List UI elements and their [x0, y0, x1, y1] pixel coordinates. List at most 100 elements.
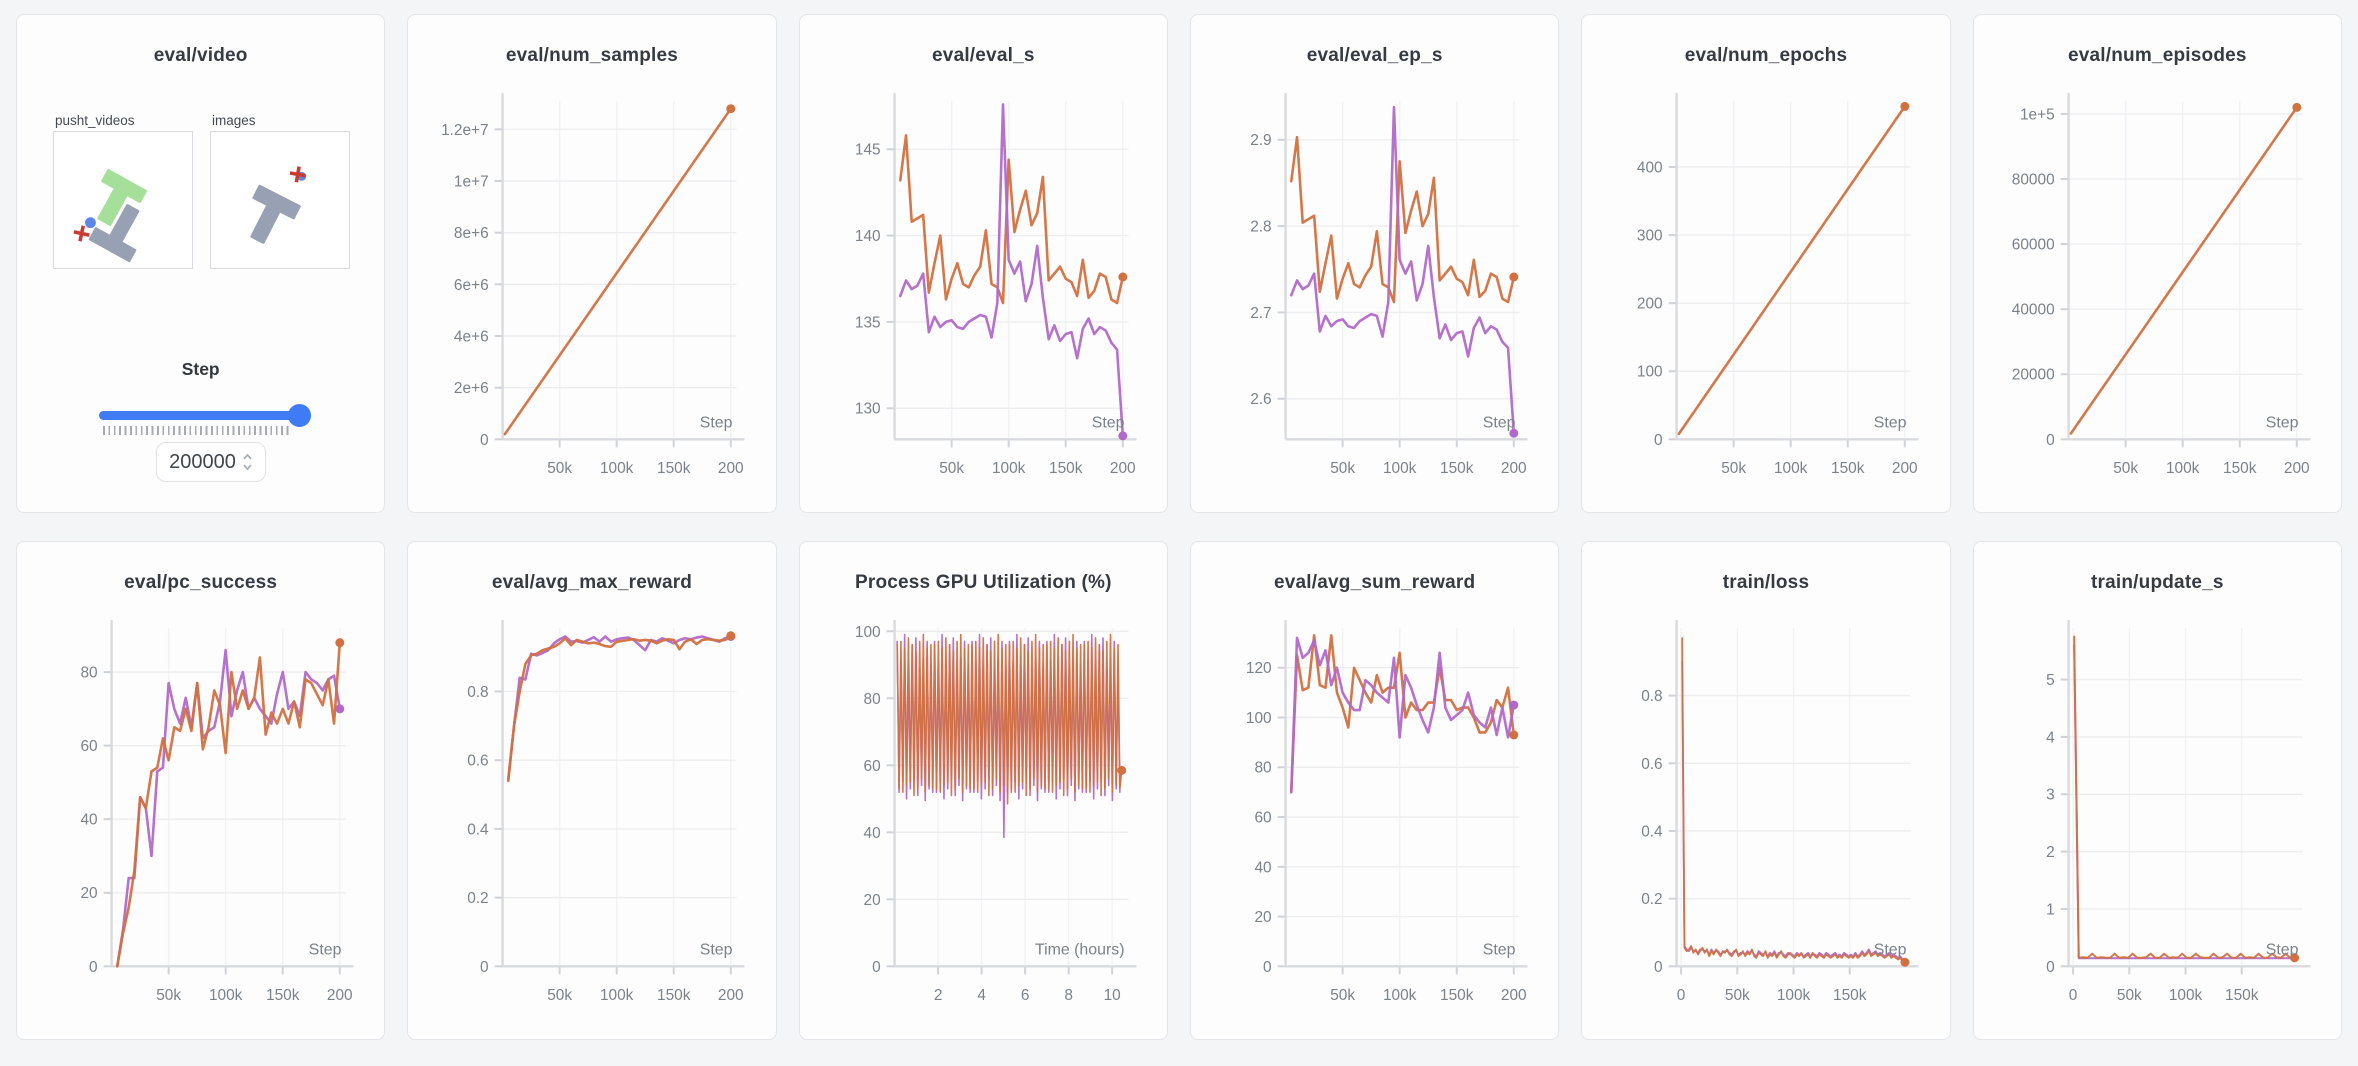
svg-text:2.9: 2.9: [1250, 132, 1271, 149]
svg-text:50k: 50k: [2113, 460, 2138, 477]
chart-plot-eval-eval-s[interactable]: 130 135 140 145 50k 100k 150k 200 Step: [800, 85, 1167, 512]
chart-title: eval/eval_s: [932, 45, 1035, 66]
svg-text:20: 20: [1255, 909, 1272, 926]
svg-text:0: 0: [1654, 432, 1663, 449]
chart-plot-eval-avg-max-reward[interactable]: 0 0.2 0.4 0.6 0.8 50k 100k 150k 200 Step: [408, 612, 775, 1039]
svg-text:60: 60: [1255, 810, 1272, 827]
svg-text:100k: 100k: [1383, 460, 1417, 477]
svg-text:1: 1: [2046, 901, 2055, 918]
dashboard-grid: eval/video pusht_videos images: [16, 14, 2342, 1040]
chart-title: eval/avg_sum_reward: [1274, 572, 1476, 593]
svg-text:200: 200: [327, 987, 353, 1004]
svg-text:10: 10: [1103, 987, 1120, 1004]
svg-text:100k: 100k: [1383, 987, 1417, 1004]
svg-text:Step: Step: [1483, 414, 1516, 431]
svg-text:200: 200: [2284, 460, 2310, 477]
svg-text:100k: 100k: [2166, 460, 2200, 477]
svg-text:Step: Step: [1874, 414, 1907, 431]
chart-plot-train-loss[interactable]: 0 0.2 0.4 0.6 0.8 0 50k 100k 150k Step: [1582, 612, 1949, 1039]
svg-text:2.8: 2.8: [1250, 219, 1271, 236]
chart-title: eval/num_samples: [505, 45, 679, 66]
svg-text:60000: 60000: [2011, 237, 2054, 254]
chart-plot-process-gpu-utilization[interactable]: 0 20 40 60 80 100 2 4 6 8 10 Time (hours): [800, 612, 1167, 1039]
svg-text:40000: 40000: [2011, 302, 2054, 319]
step-slider[interactable]: [99, 404, 311, 441]
svg-text:200: 200: [1892, 460, 1918, 477]
svg-text:40: 40: [81, 812, 98, 829]
panel-eval-eval-s: eval/eval_s 130 135 140 145 50k 100k 150k 200 St…: [798, 14, 1168, 513]
svg-text:2.7: 2.7: [1250, 305, 1271, 322]
panel-eval-avg-sum-reward: eval/avg_sum_reward 0 20 40 60 80 100 120 50k 10…: [1190, 541, 1560, 1040]
svg-text:150k: 150k: [657, 460, 691, 477]
svg-text:5: 5: [2046, 672, 2055, 689]
chart-plot-eval-eval-ep-s[interactable]: 2.6 2.7 2.8 2.9 50k 100k 150k 200 Step: [1191, 85, 1558, 512]
svg-text:40: 40: [1255, 859, 1272, 876]
svg-text:3: 3: [2046, 787, 2055, 804]
pusht-scene-image: [250, 166, 307, 244]
panel-eval-avg-max-reward: eval/avg_max_reward 0 0.2 0.4 0.6 0.8 50k 100k…: [407, 541, 777, 1040]
svg-text:20: 20: [863, 892, 880, 909]
svg-text:6: 6: [1021, 987, 1030, 1004]
svg-text:200: 200: [718, 460, 744, 477]
video-thumbnail-pusht-videos[interactable]: [53, 131, 193, 269]
chart-plot-eval-num-epochs[interactable]: 0 100 200 300 400 50k 100k 150k 200 Step: [1582, 85, 1949, 512]
svg-text:100: 100: [855, 624, 881, 641]
svg-text:200: 200: [1637, 296, 1663, 313]
svg-text:0: 0: [480, 432, 489, 449]
svg-text:0: 0: [2068, 987, 2077, 1004]
svg-text:150k: 150k: [1440, 460, 1474, 477]
svg-text:Time (hours): Time (hours): [1035, 941, 1125, 958]
chart-plot-eval-pc-success[interactable]: 0 20 40 60 80 50k 100k 150k 200 Step: [17, 612, 384, 1039]
chart-title: Process GPU Utilization (%): [854, 572, 1112, 593]
svg-text:2e+6: 2e+6: [454, 380, 489, 397]
step-slider-label: Step: [181, 359, 220, 379]
svg-text:150k: 150k: [657, 987, 691, 1004]
svg-text:100k: 100k: [600, 460, 634, 477]
stepper[interactable]: [242, 451, 253, 473]
svg-text:100k: 100k: [209, 987, 243, 1004]
video-label-images: images: [212, 113, 256, 128]
svg-text:2: 2: [2046, 844, 2055, 861]
svg-text:4e+6: 4e+6: [454, 328, 489, 345]
stepper-up-icon[interactable]: [243, 453, 252, 460]
video-label-pusht-videos: pusht_videos: [55, 113, 135, 128]
svg-text:50k: 50k: [1722, 460, 1747, 477]
svg-text:80: 80: [863, 691, 880, 708]
media-panel-title: eval/video: [153, 45, 248, 66]
svg-text:60: 60: [81, 738, 98, 755]
svg-text:Step: Step: [1091, 414, 1124, 431]
svg-text:0.2: 0.2: [468, 890, 489, 907]
svg-text:100k: 100k: [1777, 987, 1811, 1004]
panel-train-loss: train/loss 0 0.2 0.4 0.6 0.8 0 50k 100k 150k Step: [1581, 541, 1951, 1040]
svg-text:0: 0: [89, 959, 98, 976]
chart-plot-eval-avg-sum-reward[interactable]: 0 20 40 60 80 100 120 50k 100k 150k 200 Step: [1191, 612, 1558, 1039]
svg-text:300: 300: [1637, 228, 1663, 245]
svg-text:150k: 150k: [1440, 987, 1474, 1004]
chart-title: eval/num_epochs: [1684, 45, 1848, 66]
svg-text:50k: 50k: [156, 987, 181, 1004]
panel-eval-video: eval/video pusht_videos images: [16, 14, 386, 513]
svg-text:0.4: 0.4: [1642, 823, 1664, 840]
chart-plot-eval-num-episodes[interactable]: 0 20000 40000 60000 80000 1e+5 50k 100k 150k 200 S…: [1974, 85, 2341, 512]
slider-track[interactable]: [99, 404, 311, 427]
svg-text:1e+7: 1e+7: [454, 173, 489, 190]
chart-plot-train-update-s[interactable]: 0 1 2 3 4 5 0 50k 100k 150k Step: [1974, 612, 2341, 1039]
svg-text:150k: 150k: [2225, 987, 2259, 1004]
chart-title: eval/avg_max_reward: [491, 572, 693, 593]
svg-text:Step: Step: [700, 941, 733, 958]
svg-text:135: 135: [855, 314, 881, 331]
slider-thumb[interactable]: [288, 404, 311, 427]
chart-plot-eval-num-samples[interactable]: 0 2e+6 4e+6 6e+6 8e+6 1e+7 1.2e+7 50k 100k 150k 20…: [408, 85, 775, 512]
svg-text:140: 140: [855, 228, 881, 245]
step-value[interactable]: 200000: [169, 450, 236, 473]
svg-text:150k: 150k: [1831, 460, 1865, 477]
slider-tick-ruler: [103, 426, 289, 435]
panel-process-gpu-utilization: Process GPU Utilization (%) 0 20 40 60 80 100…: [798, 541, 1168, 1040]
svg-text:8e+6: 8e+6: [454, 225, 489, 242]
svg-text:50k: 50k: [2117, 987, 2142, 1004]
video-thumbnail-images[interactable]: [210, 131, 350, 269]
stepper-down-icon[interactable]: [243, 464, 252, 471]
svg-text:4: 4: [2046, 729, 2055, 746]
svg-text:0: 0: [1677, 987, 1686, 1004]
step-number-input[interactable]: 200000: [156, 442, 266, 482]
